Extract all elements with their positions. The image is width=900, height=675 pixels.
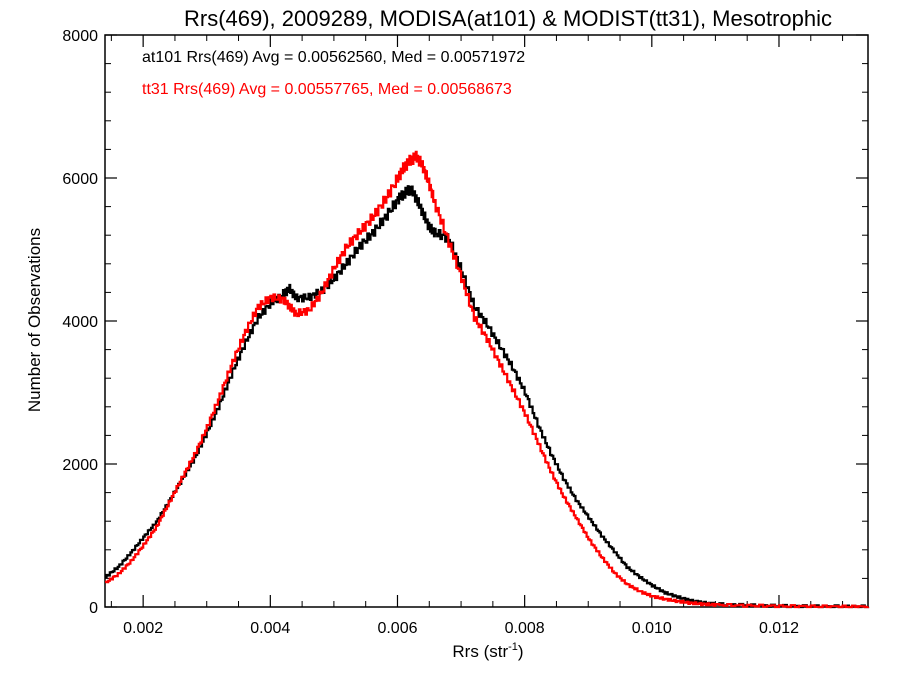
x-tick-label: 0.012	[759, 620, 799, 637]
chart-title: Rrs(469), 2009289, MODISA(at101) & MODIS…	[184, 6, 832, 31]
legend-entry-tt31: tt31 Rrs(469) Avg = 0.00557765, Med = 0.…	[142, 81, 512, 98]
x-axis-label-main: Rrs (str	[452, 642, 508, 661]
x-tick-label: 0.010	[632, 620, 672, 637]
y-axis-label: Number of Observations	[25, 228, 44, 412]
y-tick-label: 2000	[62, 457, 98, 474]
x-tick-label: 0.008	[505, 620, 545, 637]
y-axis-tick-labels: 0 2000 4000 6000 8000	[62, 28, 98, 617]
x-axis-label-close: )	[518, 642, 524, 661]
x-axis-label: Rrs (str-1)	[452, 641, 523, 661]
x-tick-label: 0.006	[377, 620, 417, 637]
y-tick-label: 6000	[62, 171, 98, 188]
series-line-at101	[105, 185, 870, 609]
x-axis-label-superscript: -1	[508, 641, 518, 653]
x-tick-label: 0.002	[123, 620, 163, 637]
y-tick-label: 4000	[62, 314, 98, 331]
legend-entry-at101: at101 Rrs(469) Avg = 0.00562560, Med = 0…	[142, 49, 525, 66]
series-line-tt31	[105, 150, 870, 609]
x-axis-tick-labels: 0.002 0.004 0.006 0.008 0.010 0.012	[123, 620, 799, 637]
x-tick-label: 0.004	[250, 620, 290, 637]
y-tick-label: 0	[89, 600, 98, 617]
y-tick-label: 8000	[62, 28, 98, 45]
series-lines	[105, 150, 870, 609]
